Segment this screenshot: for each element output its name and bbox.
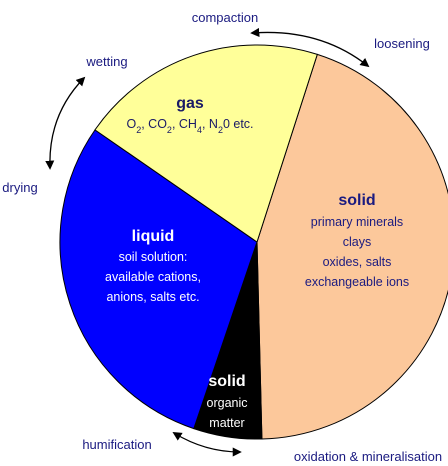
sector-text: clays bbox=[343, 235, 371, 249]
mineral-sector bbox=[256, 53, 448, 440]
sector-title: gas bbox=[176, 95, 204, 112]
formula-part: O bbox=[126, 117, 136, 131]
label: humification bbox=[82, 437, 151, 452]
arrow bbox=[250, 27, 370, 68]
sector-text: soil solution: bbox=[119, 250, 188, 264]
formula-part: , N bbox=[202, 117, 218, 131]
sector-text: oxides, salts bbox=[323, 255, 392, 269]
sector-text: available cations, bbox=[105, 270, 201, 284]
sector-text: anions, salts etc. bbox=[106, 290, 199, 304]
sector-text: primary minerals bbox=[311, 215, 403, 229]
arrow bbox=[172, 432, 242, 457]
sector-title: solid bbox=[208, 373, 245, 390]
gas-formula: O2, CO2, CH4, N20 etc. bbox=[126, 117, 253, 135]
formula-part: , CO bbox=[141, 117, 167, 131]
label: loosening bbox=[374, 36, 430, 51]
formula-part: 2 bbox=[136, 125, 141, 135]
sector-text: matter bbox=[209, 416, 244, 430]
formula-part: 2 bbox=[218, 125, 223, 135]
liquid-sector bbox=[59, 129, 258, 430]
label: drying bbox=[2, 180, 37, 195]
formula-part: 0 etc. bbox=[223, 117, 254, 131]
sector-text: organic bbox=[207, 396, 248, 410]
sector-title: solid bbox=[338, 192, 375, 209]
sector-title: liquid bbox=[132, 228, 175, 245]
formula-part: 2 bbox=[167, 125, 172, 135]
formula-part: , CH bbox=[172, 117, 197, 131]
formula-part: 4 bbox=[197, 125, 202, 135]
label: wetting bbox=[85, 54, 127, 69]
sector-text: exchangeable ions bbox=[305, 275, 409, 289]
arrow bbox=[45, 76, 86, 170]
label: oxidation & mineralisation bbox=[294, 449, 442, 464]
label: compaction bbox=[192, 10, 258, 25]
